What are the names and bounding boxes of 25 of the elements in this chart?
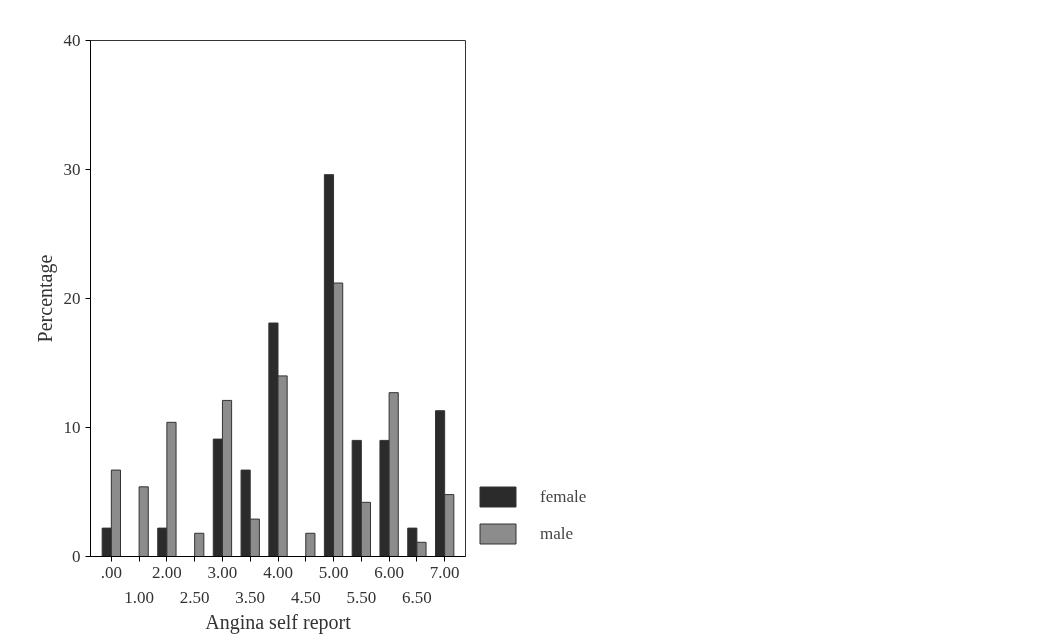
y-tick-label: 30 [63,160,81,179]
y-tick-label: 0 [72,547,81,566]
x-tick-label: 3.00 [207,562,238,582]
x-tick-label: 7.00 [429,562,460,582]
x-tick-label: 4.00 [263,562,293,582]
x-axis-title: Angina self report [205,610,352,634]
x-tick-label: 6.00 [374,562,404,582]
x-tick-label: .00 [100,562,122,582]
x-tick-label: 2.00 [152,562,182,582]
legend-label: female [540,486,587,507]
x-tick-label: 3.50 [235,587,266,607]
y-tick-label: 20 [63,289,81,308]
x-tick-label: 1.00 [124,587,154,607]
x-tick-label: 6.50 [402,587,432,607]
x-tick-label: 5.00 [318,562,349,582]
legend-label: male [540,523,574,544]
y-tick-label: 40 [63,31,81,50]
bar [138,486,149,557]
y-tick-label: 10 [63,418,81,437]
x-tick-label: 5.50 [346,587,377,607]
bar [194,532,205,557]
x-tick-label: 4.50 [290,587,321,607]
y-axis-title: Percentage [33,254,57,343]
bar [305,532,316,557]
x-tick-label: 2.50 [179,587,210,607]
